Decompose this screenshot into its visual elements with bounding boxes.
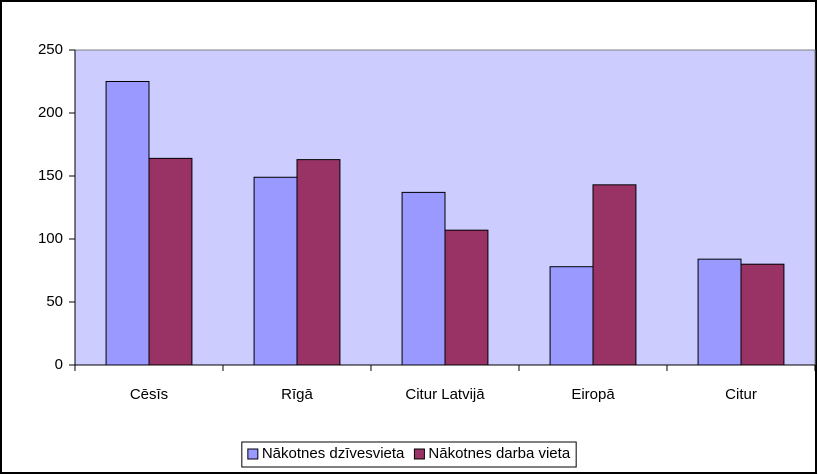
legend-swatch: [413, 448, 425, 460]
bar: [444, 229, 489, 366]
y-tick-label: 0: [55, 356, 63, 373]
x-tick-label: Citur: [725, 386, 757, 403]
legend-label: Nākotnes darba vieta: [428, 445, 570, 462]
bar: [148, 157, 193, 366]
y-tick-label: 50: [46, 293, 63, 310]
bar: [401, 191, 446, 366]
bar: [697, 258, 742, 366]
bar: [296, 159, 341, 366]
x-tick-label: Cēsīs: [130, 386, 168, 403]
bar: [253, 176, 298, 366]
y-tick-label: 250: [38, 41, 63, 58]
x-tick-label: Citur Latvijā: [405, 386, 485, 403]
legend-swatch: [247, 448, 259, 460]
bar: [740, 263, 785, 366]
y-tick-label: 150: [38, 167, 63, 184]
x-tick-label: Rīgā: [281, 386, 313, 403]
bar: [105, 81, 150, 366]
y-tick-label: 200: [38, 104, 63, 121]
y-tick-label: 100: [38, 230, 63, 247]
bar: [592, 184, 637, 366]
legend: [241, 441, 577, 468]
legend-label: Nākotnes dzīvesvieta: [262, 445, 405, 462]
x-tick-label: Eiropā: [571, 386, 615, 403]
bar: [549, 266, 594, 366]
